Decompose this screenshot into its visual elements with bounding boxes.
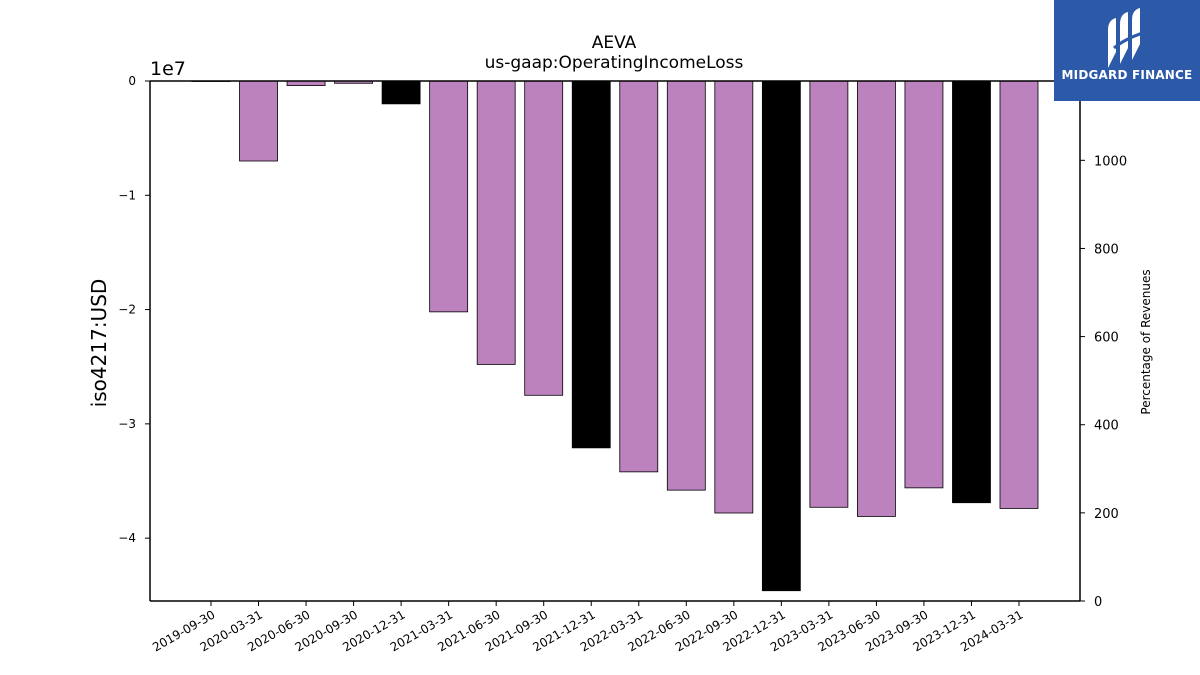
bar-2021-03-31 bbox=[429, 80, 469, 313]
bar-2024-03-31 bbox=[999, 80, 1039, 509]
bar-2022-09-30 bbox=[714, 80, 754, 514]
y2-tick-label: 200 bbox=[1094, 507, 1119, 522]
bar-2020-12-31 bbox=[381, 80, 421, 105]
bar-2022-06-30 bbox=[666, 80, 706, 491]
bar-2022-03-31 bbox=[619, 80, 659, 473]
y-tick-label: −3 bbox=[118, 417, 136, 431]
logo-text: MIDGARD FINANCE bbox=[1061, 68, 1193, 82]
bar-2023-06-30 bbox=[857, 80, 896, 517]
y-axis-label: iso4217:USD bbox=[87, 279, 111, 408]
y-tick-label: −4 bbox=[118, 531, 136, 545]
bar-2021-09-30 bbox=[524, 80, 564, 396]
y2-tick-label: 800 bbox=[1094, 242, 1119, 257]
bar-2022-12-31 bbox=[761, 80, 801, 592]
bar-2023-12-31 bbox=[952, 80, 991, 504]
midgard-finance-logo: MIDGARD FINANCE bbox=[1054, 0, 1200, 101]
bar-2021-06-30 bbox=[476, 80, 516, 365]
logo-mark-icon bbox=[1108, 8, 1147, 68]
chart-title: AEVA bbox=[592, 33, 637, 53]
y2-tick-label: 1000 bbox=[1094, 154, 1127, 169]
y2-tick-label: 0 bbox=[1094, 595, 1102, 610]
bar-2020-03-31 bbox=[239, 80, 278, 162]
bars-group bbox=[191, 80, 1039, 592]
y-tick-label: −1 bbox=[118, 188, 136, 202]
bar-2021-12-31 bbox=[571, 80, 611, 449]
bar-2023-09-30 bbox=[904, 80, 944, 489]
chart-subtitle: us-gaap:OperatingIncomeLoss bbox=[485, 53, 744, 73]
y2-tick-label: 600 bbox=[1094, 331, 1119, 346]
y-scale-label: 1e7 bbox=[150, 58, 186, 80]
y2-tick-label: 400 bbox=[1094, 419, 1119, 434]
y-tick-label: 0 bbox=[128, 74, 136, 88]
bar-2023-03-31 bbox=[809, 80, 849, 508]
y-tick-label: −2 bbox=[118, 303, 136, 317]
y2-axis-label: Percentage of Revenues bbox=[1139, 269, 1153, 414]
